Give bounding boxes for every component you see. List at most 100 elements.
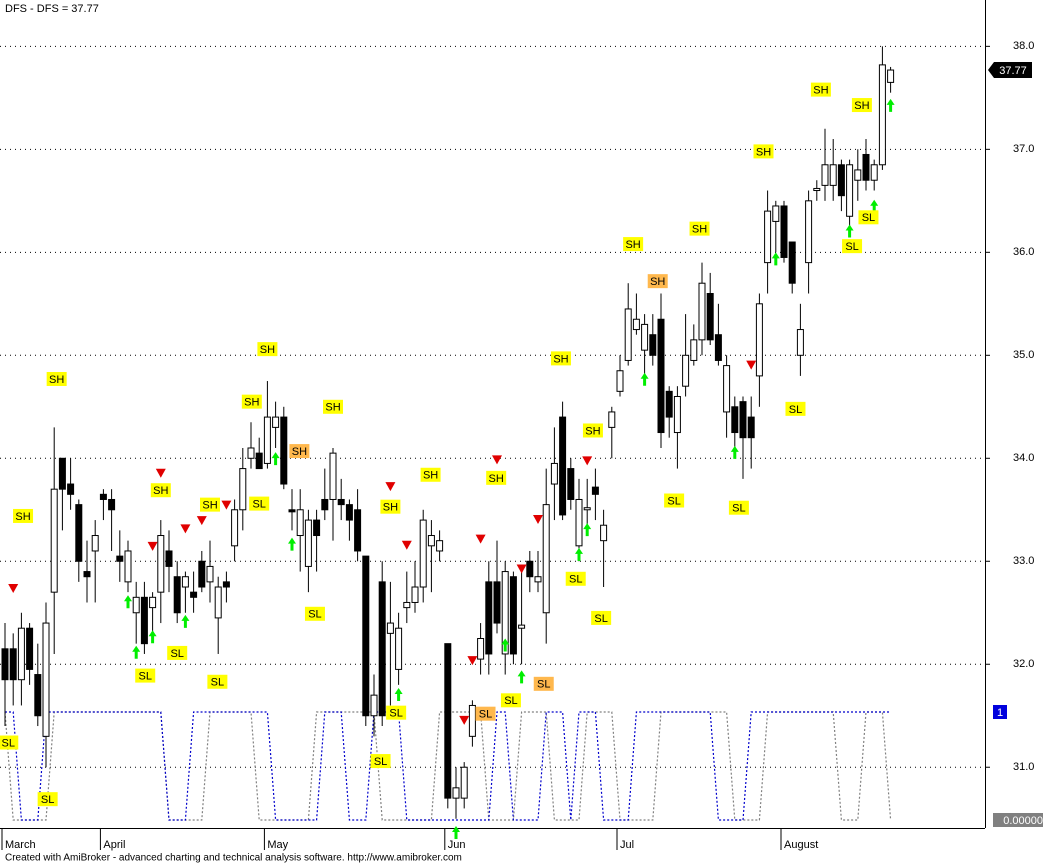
footer: Created with AmiBroker - advanced charti…	[5, 853, 462, 864]
candle-body	[829, 164, 837, 186]
x-tick-label: March	[5, 839, 36, 851]
candle-body	[682, 354, 690, 387]
candle-body	[395, 627, 403, 670]
candle-body	[698, 282, 706, 341]
annotation-box	[623, 237, 644, 252]
candle-body	[509, 576, 517, 655]
annotation-label: SH	[585, 425, 600, 437]
x-tick-label: Jun	[448, 839, 466, 851]
sell-arrow	[459, 715, 470, 725]
candle-body	[436, 540, 444, 552]
buy-arrow	[771, 252, 780, 266]
candle-body	[739, 401, 747, 439]
candle-body	[485, 581, 493, 655]
candle-body	[583, 507, 591, 511]
candle-body	[813, 187, 821, 192]
y-tick-label: 34.0	[1013, 452, 1034, 464]
candle-body	[673, 395, 681, 434]
annotation-box	[565, 571, 586, 586]
candle-body	[67, 483, 75, 495]
annotation-box	[533, 676, 554, 691]
candle-body	[665, 390, 673, 418]
candle-body	[206, 565, 214, 583]
candle-body	[526, 560, 534, 578]
x-tick-label: May	[267, 839, 288, 851]
y2-tick-label: 0.00000	[1003, 815, 1043, 827]
candle-body	[304, 519, 312, 567]
buy-arrow	[288, 537, 296, 551]
candle-body	[468, 704, 476, 737]
buy-arrow	[517, 670, 526, 684]
candle-body	[788, 241, 796, 284]
candle-body	[50, 488, 58, 593]
last-price-box	[988, 62, 1032, 79]
annotation-box	[810, 82, 831, 97]
candle-body	[649, 334, 657, 356]
annotation-box	[647, 274, 668, 289]
candle-body	[731, 406, 739, 434]
annotation-label: SH	[202, 500, 217, 512]
sell-arrow	[746, 360, 757, 370]
candle-body	[116, 555, 124, 562]
annotation-box	[13, 508, 34, 523]
candle-body	[296, 509, 304, 537]
annotation-box	[0, 735, 19, 750]
candle-body	[140, 596, 148, 645]
annotation-box	[323, 399, 343, 414]
annotation-label: SH	[383, 502, 398, 514]
candle-body	[854, 169, 862, 181]
last-price-label: 37.77	[999, 65, 1027, 77]
candle-body	[362, 555, 370, 717]
candle-body	[411, 586, 419, 603]
candle-body	[747, 416, 755, 439]
candle-body	[17, 627, 25, 681]
annotation-label: SH	[325, 402, 340, 414]
y-tick-label: 36.0	[1013, 246, 1034, 258]
candle-body	[255, 452, 263, 470]
candle-body	[559, 416, 567, 516]
candle-body	[608, 411, 616, 428]
annotation-label: SL	[374, 756, 387, 768]
candle-body	[108, 498, 116, 511]
candle-body	[764, 210, 772, 264]
buy-arrow	[132, 645, 141, 659]
candle-body	[706, 293, 714, 341]
candle-body	[149, 596, 157, 609]
candle-body	[518, 624, 526, 629]
annotation-label: SL	[308, 609, 321, 621]
annotation-box	[241, 394, 262, 409]
candle-body	[190, 591, 198, 598]
candle-body	[600, 524, 608, 542]
annotation-label: SL	[252, 499, 265, 511]
annotation-box	[728, 500, 749, 515]
candle-body	[124, 550, 132, 583]
candle-body	[641, 323, 649, 351]
candle-body	[337, 498, 345, 506]
candle-body	[75, 504, 83, 562]
annotation-box	[304, 606, 325, 621]
annotation-label: SL	[862, 212, 875, 224]
candle-body	[181, 576, 189, 588]
annotation-box	[486, 470, 507, 485]
candle-body	[157, 535, 165, 593]
buy-arrow	[271, 452, 280, 466]
candle-body	[263, 416, 271, 464]
candle-body	[231, 509, 239, 547]
annotation-box	[167, 645, 188, 660]
sell-arrow	[147, 541, 158, 551]
candle-body	[878, 64, 886, 166]
annotation-label: SH	[15, 511, 30, 523]
annotation-label: SL	[389, 708, 402, 720]
annotation-box	[135, 668, 156, 683]
annotation-label: SH	[756, 146, 771, 158]
candle-body	[83, 571, 91, 578]
candle-body	[354, 509, 362, 552]
annotation-box	[200, 497, 220, 512]
annotation-label: SL	[789, 404, 802, 416]
y2-tick-label: 1	[997, 707, 1003, 719]
sell-arrow	[180, 524, 191, 534]
sell-arrow	[221, 500, 232, 510]
buy-arrow	[845, 224, 854, 238]
candle-body	[370, 694, 378, 717]
